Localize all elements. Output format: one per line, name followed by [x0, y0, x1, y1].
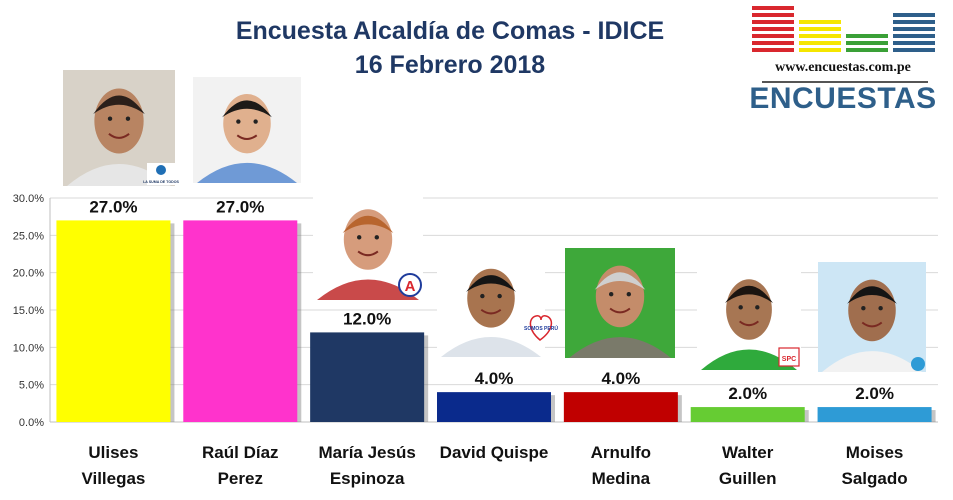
- logo-stripe-column: [893, 13, 935, 55]
- candidate-photo: [565, 248, 675, 358]
- photo-mouth: [861, 321, 883, 328]
- title-line-1: Encuesta Alcaldía de Comas - IDICE: [235, 17, 665, 45]
- data-label: 27.0%: [89, 197, 137, 216]
- photo-eye: [125, 116, 131, 121]
- photo-mouth: [480, 308, 502, 315]
- photo-mouth: [357, 250, 379, 257]
- candidate-photo: [818, 262, 926, 372]
- spc-text: SPC: [782, 356, 796, 363]
- alianza-badge-letter: A: [405, 278, 416, 295]
- photo-hair: [222, 100, 272, 118]
- candidate-photo: [193, 77, 301, 183]
- photo-shoulders: [197, 162, 297, 183]
- photo-eye: [236, 119, 241, 124]
- category-label: Ulises: [88, 443, 138, 462]
- y-tick-label: 30.0%: [13, 193, 44, 205]
- somos-peru-heart-icon: [529, 315, 553, 341]
- category-label: Guillen: [719, 469, 777, 488]
- photo-hair: [725, 285, 773, 304]
- photo-hair: [594, 272, 646, 290]
- bar: [437, 392, 551, 422]
- encuestas-logo: www.encuestas.com.pe ENCUESTAS: [748, 6, 938, 116]
- photo-eye: [738, 305, 743, 310]
- category-label: María Jesús: [318, 443, 415, 462]
- bar: [817, 407, 932, 422]
- logo-wordmark: ENCUESTAS: [749, 82, 937, 115]
- photo-hair: [847, 286, 897, 304]
- photo-eye: [861, 306, 866, 311]
- bar: [183, 220, 298, 422]
- photo-hair: [466, 275, 516, 292]
- category-label: Walter: [722, 443, 774, 462]
- data-label: 2.0%: [728, 384, 767, 403]
- y-tick-label: 20.0%: [13, 268, 44, 280]
- bar: [310, 332, 425, 422]
- photo-shoulders: [569, 337, 671, 358]
- photo-shoulders: [822, 351, 922, 372]
- chart-title: Encuesta Alcaldía de Comas - IDICE 16 Fe…: [180, 14, 720, 82]
- logo-stripe-column: [846, 34, 888, 55]
- somos-peru-text: SOMOS PERÚ: [524, 325, 558, 332]
- photo-mouth: [108, 132, 130, 139]
- category-label: Medina: [592, 469, 651, 488]
- photo-hair: [93, 95, 145, 115]
- data-label: 2.0%: [855, 384, 894, 403]
- thumbs-up-icon: [911, 357, 925, 371]
- photo-eye: [626, 292, 631, 297]
- logo-rule: [762, 81, 928, 83]
- y-tick-label: 5.0%: [19, 380, 44, 392]
- category-label: Villegas: [81, 469, 145, 488]
- photo-shoulders: [441, 337, 541, 357]
- logo-stripe-column: [752, 6, 794, 55]
- data-label: 12.0%: [343, 309, 391, 328]
- data-label: 4.0%: [601, 369, 640, 388]
- y-tick-label: 0.0%: [19, 417, 44, 429]
- logo-stripe-column: [799, 20, 841, 55]
- data-label: 4.0%: [475, 369, 514, 388]
- data-label: 27.0%: [216, 197, 264, 216]
- photo-eye: [480, 293, 485, 299]
- bar: [56, 220, 171, 422]
- alianza-badge-icon: [398, 273, 422, 297]
- title-line-2: 16 Febrero 2018: [354, 51, 546, 79]
- category-label: Arnulfo: [591, 443, 651, 462]
- photo-shoulders: [67, 163, 171, 186]
- category-label: Raúl Díaz: [202, 443, 279, 462]
- category-label: Salgado: [842, 469, 908, 488]
- photo-eye: [878, 306, 883, 311]
- category-label: David Quispe: [440, 443, 549, 462]
- photo-eye: [374, 235, 379, 240]
- photo-eye: [497, 293, 502, 299]
- candidate-photo: [697, 262, 801, 370]
- photo-eye: [609, 292, 614, 297]
- candidate-photo: [437, 252, 545, 357]
- photo-eye: [253, 119, 258, 124]
- spc-badge: [778, 347, 800, 367]
- category-label: Perez: [218, 469, 263, 488]
- photo-eye: [357, 235, 362, 240]
- y-tick-label: 10.0%: [13, 342, 44, 354]
- photo-hair: [342, 215, 394, 234]
- photo-mouth: [236, 134, 258, 141]
- photo-mouth: [739, 320, 759, 327]
- photo-mouth: [609, 307, 631, 314]
- photo-shoulders: [701, 349, 797, 370]
- la-suma-icon: [156, 165, 166, 175]
- bar: [563, 392, 678, 422]
- category-label: Moises: [846, 443, 904, 462]
- la-suma-text: LA SUMA DE TODOS: [143, 180, 179, 184]
- y-tick-label: 25.0%: [13, 230, 44, 242]
- logo-url: www.encuestas.com.pe: [775, 60, 911, 75]
- y-tick-label: 15.0%: [13, 305, 44, 317]
- photo-eye: [107, 116, 113, 121]
- photo-shoulders: [317, 279, 419, 300]
- photo-eye: [755, 305, 760, 310]
- category-label: Espinoza: [330, 469, 405, 488]
- bar: [690, 407, 805, 422]
